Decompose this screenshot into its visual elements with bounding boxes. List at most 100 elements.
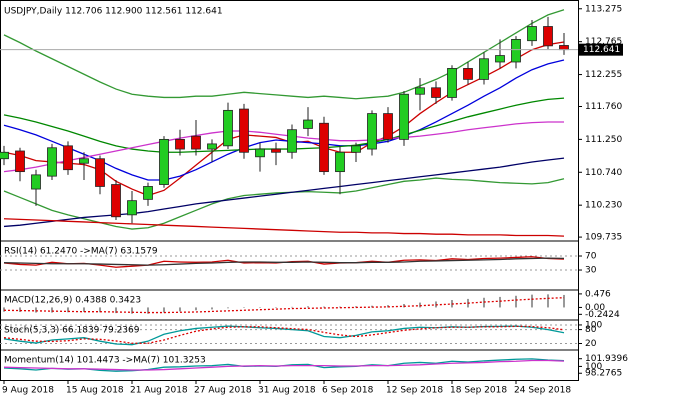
histogram-bar: [563, 294, 565, 308]
histogram-bar: [515, 295, 517, 308]
histogram-bar: [3, 307, 5, 312]
moving-average-line: [3, 97, 565, 153]
histogram-bar: [291, 306, 293, 308]
indicator-line: [3, 325, 565, 346]
candle-body: [367, 113, 377, 150]
y-tick-label: 100: [585, 320, 602, 330]
candle-body: [159, 138, 169, 185]
y-tick-label: 112.765: [585, 37, 622, 47]
candle-body: [463, 68, 473, 80]
candle-body: [0, 151, 9, 160]
candle-body: [143, 186, 153, 200]
candle-body: [271, 148, 281, 153]
signal-line: [3, 297, 565, 314]
candle-body: [63, 145, 73, 171]
candle-body: [175, 138, 185, 150]
candle-body: [207, 143, 217, 150]
y-tick-label: 109.735: [585, 233, 622, 243]
x-tick-label: 31 Aug 2018: [258, 386, 316, 396]
x-tick-label: 12 Sep 2018: [386, 386, 443, 396]
panel-title: MACD(12,26,9) 0.4388 0.3423: [4, 296, 141, 306]
y-tick-label: 101.9396: [585, 354, 628, 364]
candle-body: [479, 58, 489, 80]
candle-body: [223, 109, 233, 147]
histogram-bar: [243, 307, 245, 308]
candle-body: [543, 26, 553, 47]
candle-body: [415, 87, 425, 95]
indicator-line: [3, 359, 565, 371]
candle-body: [15, 150, 25, 173]
moving-average-line: [3, 9, 565, 100]
candle-body: [255, 148, 265, 158]
y-tick-label: 20: [585, 339, 597, 349]
histogram-bar: [179, 307, 181, 312]
plot-frame: [0, 0, 579, 381]
y-tick-label: 110.740: [585, 168, 622, 178]
x-tick-label: 21 Aug 2018: [130, 386, 188, 396]
y-tick-label: 112.255: [585, 70, 622, 80]
moving-average-line: [3, 121, 564, 173]
y-tick-label: 98.2765: [585, 369, 622, 379]
candle-body: [447, 68, 457, 98]
candle-body: [191, 135, 201, 150]
y-tick-label: 30: [585, 266, 597, 276]
x-tick-label: 9 Aug 2018: [2, 386, 54, 396]
histogram-bar: [99, 307, 101, 313]
histogram-bar: [227, 307, 229, 309]
candle-body: [31, 174, 41, 190]
candle-body: [527, 26, 537, 42]
candle-body: [335, 151, 345, 173]
histogram-bar: [499, 296, 501, 308]
histogram-bar: [323, 306, 325, 308]
x-tick-label: 6 Sep 2018: [322, 386, 374, 396]
candle-body: [47, 147, 57, 177]
moving-average-line: [3, 157, 565, 228]
y-tick-label: 0.476: [585, 289, 611, 299]
candle-body: [79, 158, 89, 164]
panel-title: USDJPY,Daily 112.706 112.900 112.561 112…: [4, 7, 223, 17]
y-tick-label: 110.230: [585, 201, 622, 211]
last-price-box: [579, 43, 623, 56]
histogram-bar: [19, 307, 21, 312]
histogram-bar: [547, 294, 549, 308]
panel-title: Momentum(14) 101.4473 ->MA(7) 101.3253: [4, 356, 206, 366]
panel-title: Stoch(5,3,3) 66.1839 79.2369: [4, 326, 140, 336]
panel-title: RSI(14) 61.2470 ->MA(7) 63.1579: [4, 247, 158, 257]
histogram-bar: [307, 306, 309, 308]
candle-body: [511, 39, 521, 63]
x-tick-label: 27 Aug 2018: [194, 386, 252, 396]
y-tick-label: 111.250: [585, 135, 622, 145]
y-tick-label: 80: [585, 325, 597, 335]
y-tick-label: 113.275: [585, 4, 622, 14]
candle-body: [399, 93, 409, 140]
histogram-bar: [211, 307, 213, 310]
candle-body: [287, 129, 297, 153]
histogram-bar: [419, 302, 421, 308]
histogram-bar: [259, 307, 261, 308]
candle-body: [111, 184, 121, 218]
candle-body: [319, 122, 329, 173]
candle-body: [95, 158, 105, 187]
histogram-bar: [51, 307, 53, 313]
candle-body: [431, 87, 441, 98]
moving-average-line: [3, 218, 565, 237]
candle-body: [559, 45, 569, 51]
candle-body: [351, 145, 361, 153]
candle-body: [383, 113, 393, 140]
y-tick-label: 0.00: [585, 303, 605, 313]
histogram-bar: [35, 307, 37, 313]
y-tick-label: 70: [585, 252, 597, 262]
histogram-bar: [147, 307, 149, 314]
indicator-line: [3, 325, 565, 344]
x-tick-label: 18 Sep 2018: [450, 386, 507, 396]
histogram-bar: [339, 306, 341, 308]
histogram-bar: [115, 307, 117, 314]
indicator-line: [3, 257, 565, 266]
y-tick-label: 100: [585, 362, 602, 372]
histogram-bar: [195, 307, 197, 311]
x-tick-label: 15 Aug 2018: [66, 386, 124, 396]
x-tick-label: 24 Sep 2018: [514, 386, 571, 396]
candle-body: [127, 200, 137, 216]
candle-body: [239, 108, 249, 153]
